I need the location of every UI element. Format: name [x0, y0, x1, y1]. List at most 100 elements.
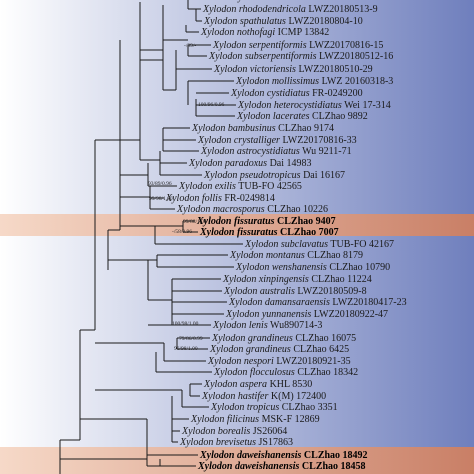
taxon-label: Xylodon borealis JS26064: [182, 426, 287, 437]
taxon-genus: Xylodon: [237, 111, 271, 122]
taxon-label: Xylodon fissuratus CLZhao 9407: [197, 216, 336, 227]
taxon-voucher: LWZ20180509-8: [294, 286, 367, 297]
taxon-epithet: xinpingensis: [256, 274, 309, 285]
taxon-genus: Xylodon: [231, 88, 265, 99]
taxon-voucher: CLZhao 18458: [299, 461, 366, 472]
taxon-label: Xylodon pseudotropicus Dai 16167: [204, 170, 345, 181]
taxon-label: Xylodon macrosporus CLZhao 10226: [177, 204, 328, 215]
taxon-label: Xylodon rhododendricola LWZ20180513-9: [203, 4, 378, 15]
taxon-label: Xylodon lacerates CLZhao 9892: [237, 111, 368, 122]
taxon-genus: Xylodon: [238, 100, 272, 111]
support-value-label: 99/98/1.00: [149, 196, 173, 202]
taxon-voucher: Dai 14983: [267, 158, 312, 169]
taxon-label: Xylodon bambusinus CLZhao 9174: [192, 123, 334, 134]
taxon-epithet: crystalliger: [231, 135, 280, 146]
taxon-voucher: KHL 8530: [267, 379, 313, 390]
taxon-epithet: montanus: [263, 250, 305, 261]
taxon-label: Xylodon nothofagi ICMP 13842: [201, 27, 329, 38]
taxon-voucher: FR-0249200: [309, 88, 363, 99]
taxon-genus: Xylodon: [236, 262, 270, 273]
taxon-label: Xylodon yunnanensis LWZ20180922-47: [226, 309, 388, 320]
taxon-label: Xylodon serpentiformis LWZ20170816-15: [213, 40, 383, 51]
taxon-genus: Xylodon: [182, 426, 216, 437]
taxon-genus: Xylodon: [204, 170, 238, 181]
taxon-genus: Xylodon: [203, 4, 237, 15]
taxon-voucher: CLZhao 7007: [277, 227, 339, 238]
taxon-genus: Xylodon: [198, 461, 233, 472]
taxon-voucher: CLZhao 11224: [308, 274, 372, 285]
taxon-epithet: aspera: [237, 379, 268, 390]
taxon-voucher: CLZhao 18492: [301, 450, 368, 461]
taxon-label: Xylodon xinpingensis CLZhao 11224: [223, 274, 372, 285]
taxon-genus: Xylodon: [179, 181, 213, 192]
taxon-voucher: CLZhao 8179: [304, 250, 364, 261]
taxon-genus: Xylodon: [245, 239, 279, 250]
taxon-epithet: lacerates: [270, 111, 310, 122]
taxon-voucher: CLZhao 18342: [294, 367, 359, 378]
taxon-genus: Xylodon: [180, 437, 214, 448]
taxon-epithet: australis: [257, 286, 295, 297]
taxon-genus: Xylodon: [213, 40, 247, 51]
taxon-label: Xylodon daweishanensis CLZhao 18458: [198, 461, 366, 472]
taxon-label: Xylodon exilis TUB-FO 42565: [179, 181, 302, 192]
taxon-epithet: wenshanensis: [269, 262, 327, 273]
taxon-epithet: subserpentiformis: [242, 51, 317, 62]
support-value-label: 79/86/0.99: [179, 336, 203, 342]
taxon-genus: Xylodon: [223, 274, 257, 285]
taxon-label: Xylodon crystalliger LWZ20170816-33: [198, 135, 357, 146]
taxon-genus: Xylodon: [212, 333, 246, 344]
taxon-epithet: spathulatus: [237, 16, 286, 27]
taxon-epithet: grandineus: [243, 344, 291, 355]
taxon-label: Xylodon lenis Wu890714-3: [213, 320, 322, 331]
taxon-voucher: CLZhao 10226: [264, 204, 329, 215]
taxon-epithet: heterocystidiatus: [271, 100, 342, 111]
taxon-epithet: mollissimus: [269, 76, 320, 87]
taxon-genus: Xylodon: [191, 414, 225, 425]
taxon-voucher: ICMP 13842: [275, 27, 330, 38]
support-value-label: 93/89/0.96: [148, 181, 172, 187]
taxon-voucher: CLZhao 6425: [290, 344, 350, 355]
taxon-genus: Xylodon: [226, 309, 260, 320]
taxon-label: Xylodon victoriensis LWZ20180510-29: [214, 64, 373, 75]
taxon-label: Xylodon subserpentiformis LWZ20180512-16: [209, 51, 393, 62]
taxon-epithet: flocculosus: [247, 367, 295, 378]
taxon-voucher: CLZhao 3351: [279, 402, 338, 413]
taxon-epithet: lenis: [246, 320, 268, 331]
taxon-label: Xylodon filicinus MSK-F 12869: [191, 414, 320, 425]
taxon-voucher: LWZ20180513-9: [305, 4, 378, 15]
taxon-voucher: JS17863: [256, 437, 293, 448]
taxon-voucher: Dai 16167: [300, 170, 346, 181]
taxon-epithet: borealis: [215, 426, 251, 437]
support-value-label: 100/96/0.96: [198, 102, 225, 108]
taxon-genus: Xylodon: [201, 146, 235, 157]
taxon-voucher: FR-0249814: [221, 193, 275, 204]
taxon-voucher: CLZhao 16075: [292, 333, 357, 344]
taxon-voucher: TUB-FO 42167: [328, 239, 394, 250]
taxon-voucher: CLZhao 9174: [275, 123, 334, 134]
taxon-label: Xylodon fissuratus CLZhao 7007: [200, 227, 339, 238]
taxon-epithet: damansaraensis: [262, 297, 330, 308]
taxon-epithet: filicinus: [224, 414, 260, 425]
taxon-genus: Xylodon: [166, 193, 200, 204]
highlight-band-daweishanensis: [0, 447, 474, 474]
taxon-voucher: Wei 17-314: [341, 100, 391, 111]
taxon-epithet: cystidiatus: [264, 88, 310, 99]
taxon-genus: Xylodon: [229, 297, 263, 308]
taxon-epithet: hastifer: [235, 391, 269, 402]
taxon-label: Xylodon mollissimus LWZ 20160318-3: [236, 76, 393, 87]
taxon-epithet: pseudotropicus: [237, 170, 301, 181]
clade-panel-middle: [0, 236, 474, 447]
taxon-genus: Xylodon: [192, 123, 226, 134]
taxon-epithet: tropicus: [244, 402, 280, 413]
taxon-label: Xylodon subclavatus TUB-FO 42167: [245, 239, 394, 250]
taxon-voucher: CLZhao 10790: [326, 262, 391, 273]
taxon-voucher: Wu 9211-71: [299, 146, 352, 157]
taxon-genus: Xylodon: [201, 27, 235, 38]
taxon-voucher: LWZ20180804-10: [285, 16, 363, 27]
taxon-genus: Xylodon: [224, 286, 258, 297]
taxon-genus: Xylodon: [200, 450, 235, 461]
taxon-voucher: LWZ20170816-33: [279, 135, 357, 146]
taxon-epithet: brevisetus: [213, 437, 257, 448]
